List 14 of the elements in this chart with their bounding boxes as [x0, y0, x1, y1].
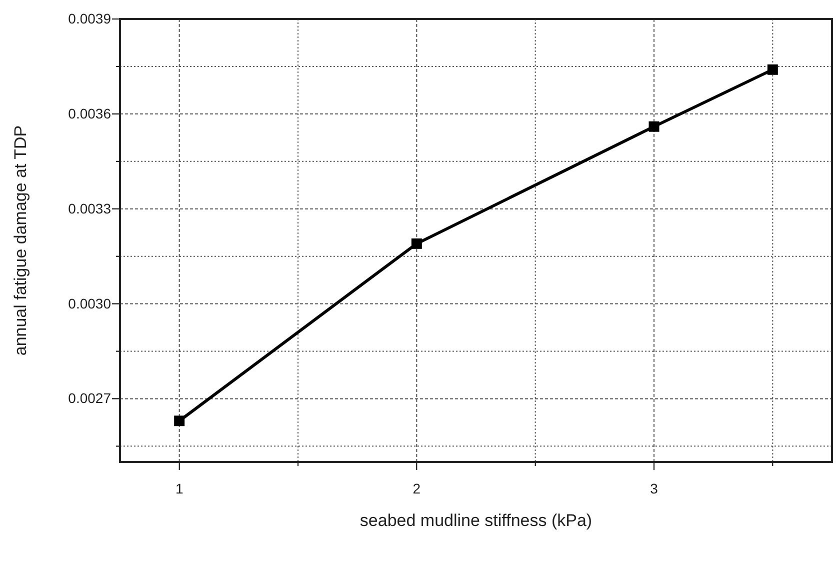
y-tick-label: 0.0033 — [68, 200, 112, 216]
y-tick-label: 0.0027 — [68, 390, 112, 406]
x-tick-label: 2 — [412, 480, 421, 496]
x-tick-label: 1 — [175, 480, 184, 496]
y-axis-title: annual fatigue damage at TDP — [11, 125, 30, 356]
x-tick-label: 3 — [650, 480, 658, 496]
point — [174, 416, 185, 426]
point — [648, 121, 660, 132]
y-tick-label: 0.0036 — [68, 105, 112, 122]
y-tick-label: 0.0030 — [68, 295, 112, 312]
point — [411, 238, 422, 249]
y-tick-label: 0.0039 — [68, 10, 112, 26]
x-axis-title: seabed mudline stiffness (kPa) — [360, 511, 592, 530]
point — [767, 64, 778, 75]
